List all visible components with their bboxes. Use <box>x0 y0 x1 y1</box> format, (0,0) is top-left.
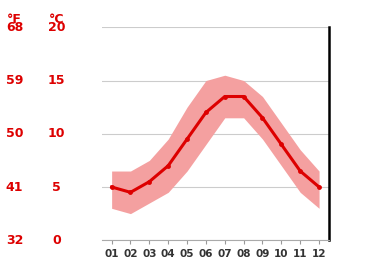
Text: 32: 32 <box>6 234 23 247</box>
Text: °F: °F <box>7 13 22 26</box>
Text: 0: 0 <box>52 234 61 247</box>
Text: 50: 50 <box>6 127 23 140</box>
Text: 41: 41 <box>6 180 23 194</box>
Text: 59: 59 <box>6 74 23 87</box>
Text: °C: °C <box>49 13 64 26</box>
Text: 5: 5 <box>52 180 61 194</box>
Text: 15: 15 <box>48 74 65 87</box>
Text: 10: 10 <box>48 127 65 140</box>
Text: 68: 68 <box>6 21 23 34</box>
Text: 20: 20 <box>48 21 65 34</box>
